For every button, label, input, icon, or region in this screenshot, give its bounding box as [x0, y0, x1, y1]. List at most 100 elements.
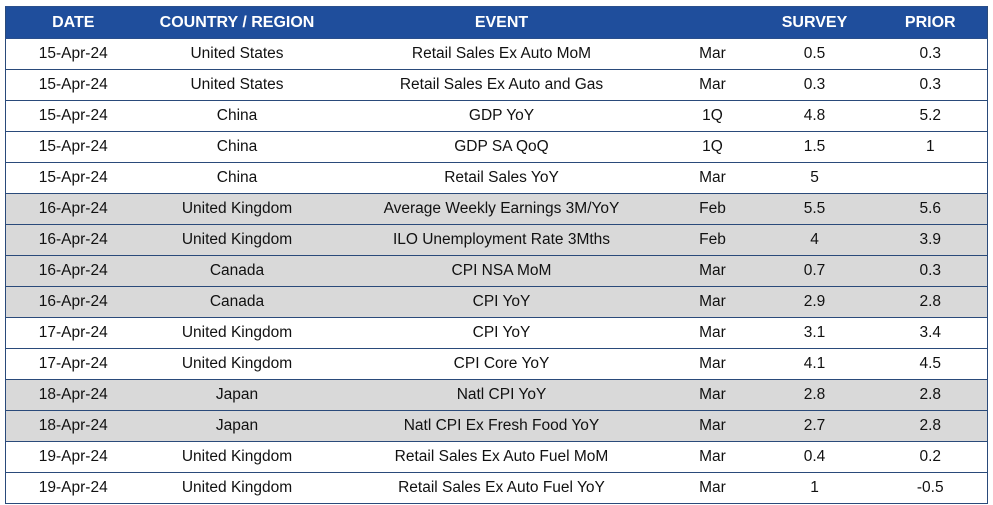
cell-period: Mar — [669, 348, 756, 380]
table-header-row: DATE COUNTRY / REGION EVENT SURVEY PRIOR — [5, 6, 988, 39]
cell-period: Mar — [669, 410, 756, 442]
cell-date: 16-Apr-24 — [5, 193, 141, 225]
cell-event: Retail Sales Ex Auto Fuel YoY — [333, 472, 670, 504]
cell-prior: 5.6 — [873, 193, 988, 225]
cell-date: 15-Apr-24 — [5, 38, 141, 70]
table-body: 15-Apr-24 United States Retail Sales Ex Au… — [5, 38, 988, 504]
cell-prior: 1 — [873, 131, 988, 163]
cell-survey: 1 — [755, 472, 874, 504]
cell-survey: 2.7 — [755, 410, 874, 442]
cell-period: Mar — [669, 379, 756, 411]
cell-date: 19-Apr-24 — [5, 441, 141, 473]
cell-country: United Kingdom — [140, 193, 334, 225]
cell-prior: 0.3 — [873, 255, 988, 287]
cell-event: CPI Core YoY — [333, 348, 670, 380]
cell-period: 1Q — [669, 100, 756, 132]
cell-date: 16-Apr-24 — [5, 255, 141, 287]
cell-prior: 0.2 — [873, 441, 988, 473]
column-header-prior: PRIOR — [873, 6, 988, 39]
cell-country: China — [140, 162, 334, 194]
table-row: 19-Apr-24 United Kingdom Retail Sales Ex A… — [5, 472, 988, 504]
cell-country: United Kingdom — [140, 317, 334, 349]
cell-country: Canada — [140, 255, 334, 287]
cell-period: Feb — [669, 224, 756, 256]
cell-prior: 5.2 — [873, 100, 988, 132]
cell-date: 18-Apr-24 — [5, 410, 141, 442]
column-header-event: EVENT — [333, 6, 670, 39]
cell-survey: 3.1 — [755, 317, 874, 349]
cell-survey: 0.5 — [755, 38, 874, 70]
cell-date: 19-Apr-24 — [5, 472, 141, 504]
cell-prior: 0.3 — [873, 38, 988, 70]
cell-date: 15-Apr-24 — [5, 69, 141, 101]
cell-country: United States — [140, 38, 334, 70]
table-row: 17-Apr-24 United Kingdom CPI YoY Mar 3.1 3.4 — [5, 317, 988, 349]
cell-country: China — [140, 131, 334, 163]
cell-event: Natl CPI Ex Fresh Food YoY — [333, 410, 670, 442]
cell-event: ILO Unemployment Rate 3Mths — [333, 224, 670, 256]
cell-country: Japan — [140, 410, 334, 442]
table-row: 15-Apr-24 United States Retail Sales Ex Au… — [5, 69, 988, 101]
cell-country: United Kingdom — [140, 472, 334, 504]
cell-date: 17-Apr-24 — [5, 348, 141, 380]
cell-survey: 5 — [755, 162, 874, 194]
cell-date: 16-Apr-24 — [5, 224, 141, 256]
cell-event: GDP YoY — [333, 100, 670, 132]
table-row: 19-Apr-24 United Kingdom Retail Sales Ex A… — [5, 441, 988, 473]
economic-calendar-table: DATE COUNTRY / REGION EVENT SURVEY PRIOR… — [5, 6, 988, 504]
cell-date: 18-Apr-24 — [5, 379, 141, 411]
cell-survey: 2.9 — [755, 286, 874, 318]
cell-survey: 0.3 — [755, 69, 874, 101]
cell-survey: 0.7 — [755, 255, 874, 287]
cell-event: Natl CPI YoY — [333, 379, 670, 411]
cell-period: Mar — [669, 255, 756, 287]
cell-period: Mar — [669, 441, 756, 473]
economic-calendar: DATE COUNTRY / REGION EVENT SURVEY PRIOR… — [5, 6, 988, 504]
cell-survey: 5.5 — [755, 193, 874, 225]
cell-survey: 2.8 — [755, 379, 874, 411]
table-row: 16-Apr-24 United Kingdom ILO Unemployment … — [5, 224, 988, 256]
cell-period: 1Q — [669, 131, 756, 163]
column-header-period — [669, 6, 756, 39]
cell-date: 16-Apr-24 — [5, 286, 141, 318]
cell-country: United Kingdom — [140, 348, 334, 380]
cell-date: 15-Apr-24 — [5, 162, 141, 194]
cell-survey: 1.5 — [755, 131, 874, 163]
cell-period: Mar — [669, 162, 756, 194]
table-row: 15-Apr-24 United States Retail Sales Ex Au… — [5, 38, 988, 70]
cell-event: CPI NSA MoM — [333, 255, 670, 287]
cell-period: Mar — [669, 472, 756, 504]
cell-country: United Kingdom — [140, 441, 334, 473]
cell-period: Mar — [669, 286, 756, 318]
cell-prior — [873, 162, 988, 194]
cell-prior: 0.3 — [873, 69, 988, 101]
cell-survey: 4 — [755, 224, 874, 256]
cell-event: CPI YoY — [333, 286, 670, 318]
table-row: 15-Apr-24 China GDP YoY 1Q 4.8 5.2 — [5, 100, 988, 132]
cell-date: 15-Apr-24 — [5, 131, 141, 163]
cell-date: 15-Apr-24 — [5, 100, 141, 132]
cell-country: Canada — [140, 286, 334, 318]
table-row: 18-Apr-24 Japan Natl CPI Ex Fresh Food YoY… — [5, 410, 988, 442]
table-row: 16-Apr-24 Canada CPI YoY Mar 2.9 2.8 — [5, 286, 988, 318]
cell-prior: 3.9 — [873, 224, 988, 256]
cell-period: Feb — [669, 193, 756, 225]
cell-event: Retail Sales Ex Auto and Gas — [333, 69, 670, 101]
cell-prior: 2.8 — [873, 286, 988, 318]
cell-country: United Kingdom — [140, 224, 334, 256]
cell-survey: 4.8 — [755, 100, 874, 132]
table-row: 15-Apr-24 China Retail Sales YoY Mar 5 — [5, 162, 988, 194]
column-header-survey: SURVEY — [755, 6, 874, 39]
cell-event: Average Weekly Earnings 3M/YoY — [333, 193, 670, 225]
cell-event: GDP SA QoQ — [333, 131, 670, 163]
table-row: 15-Apr-24 China GDP SA QoQ 1Q 1.5 1 — [5, 131, 988, 163]
cell-survey: 4.1 — [755, 348, 874, 380]
cell-prior: 3.4 — [873, 317, 988, 349]
table-row: 18-Apr-24 Japan Natl CPI YoY Mar 2.8 2.8 — [5, 379, 988, 411]
cell-country: China — [140, 100, 334, 132]
cell-period: Mar — [669, 317, 756, 349]
cell-survey: 0.4 — [755, 441, 874, 473]
cell-period: Mar — [669, 69, 756, 101]
cell-event: CPI YoY — [333, 317, 670, 349]
cell-country: United States — [140, 69, 334, 101]
